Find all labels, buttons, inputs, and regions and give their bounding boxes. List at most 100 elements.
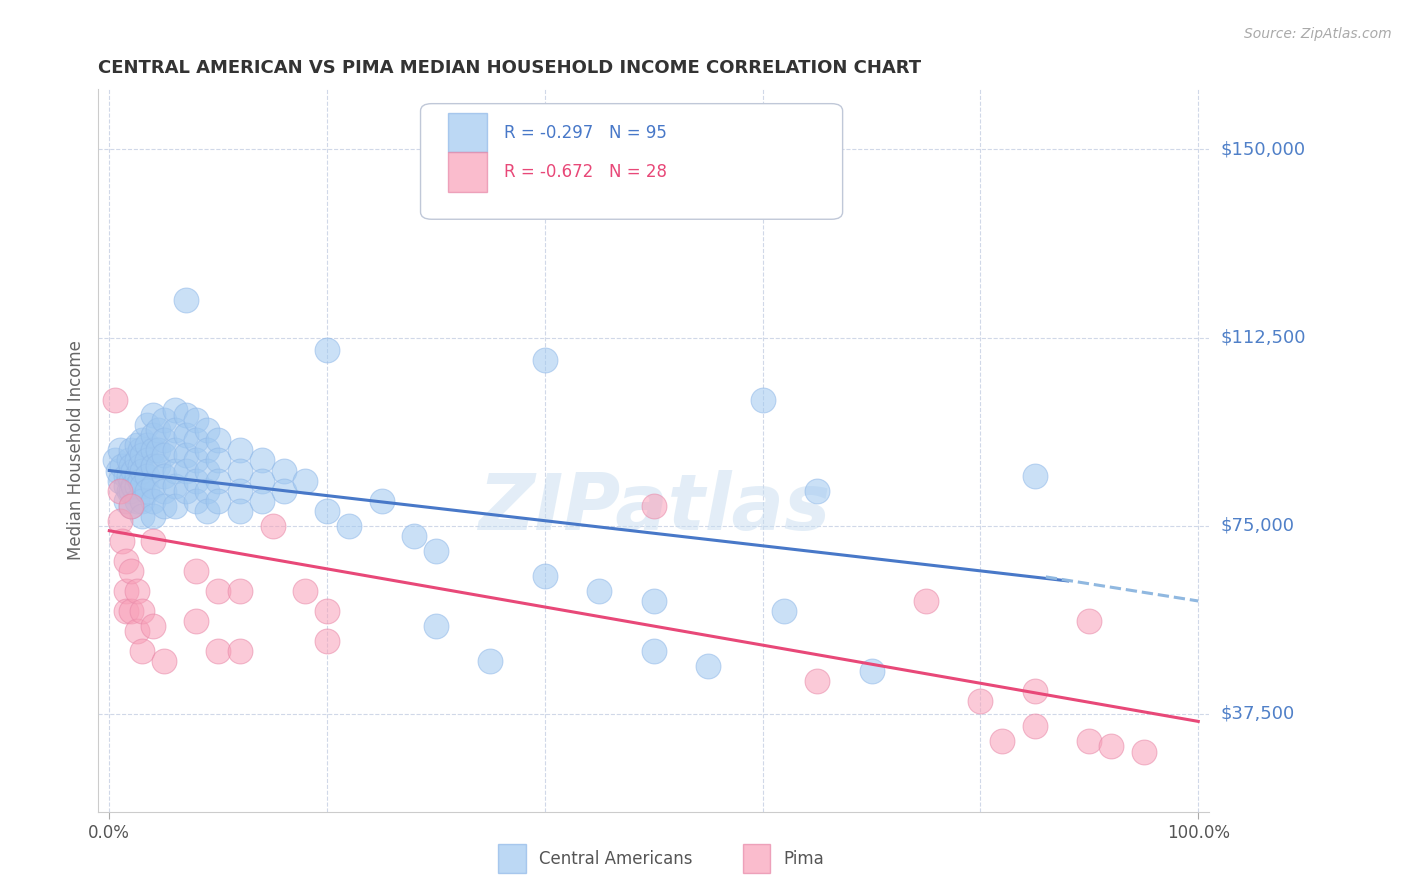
Text: R = -0.672   N = 28: R = -0.672 N = 28 [503,163,666,181]
Point [142,428,165,442]
Point [174,483,197,498]
Point [195,483,218,498]
Point [915,594,938,608]
Point [125,478,148,492]
Point [643,644,665,658]
Point [104,393,127,408]
Point [152,654,174,668]
Point [152,449,174,463]
Point [174,449,197,463]
Point [250,474,273,488]
Point [131,493,153,508]
Point [186,413,208,427]
Point [125,583,148,598]
Point [152,499,174,513]
Point [136,438,159,452]
Point [174,293,197,307]
Point [120,483,142,498]
Bar [449,112,486,153]
Point [163,443,186,458]
Point [114,554,136,568]
Point [207,474,229,488]
Point [229,443,252,458]
Point [152,483,174,498]
Point [125,453,148,467]
Point [120,443,142,458]
Point [991,734,1014,748]
Point [643,499,665,513]
Point [207,583,229,598]
Text: CENTRAL AMERICAN VS PIMA MEDIAN HOUSEHOLD INCOME CORRELATION CHART: CENTRAL AMERICAN VS PIMA MEDIAN HOUSEHOL… [98,59,921,77]
Point [186,564,208,578]
Point [174,428,197,442]
Point [142,533,165,548]
Point [534,353,557,368]
Point [152,413,174,427]
Point [118,453,141,467]
Point [120,564,142,578]
Point [1024,468,1046,483]
Point [108,483,131,498]
Point [131,478,153,492]
Point [186,453,208,467]
Point [773,604,796,618]
Point [131,463,153,477]
Point [229,644,252,658]
Point [118,468,141,483]
Point [316,343,339,358]
Point [262,518,284,533]
Point [114,583,136,598]
Point [186,614,208,628]
Point [118,483,141,498]
Point [142,508,165,523]
Text: Source: ZipAtlas.com: Source: ZipAtlas.com [1244,27,1392,41]
Point [479,654,502,668]
Bar [742,844,770,873]
Point [142,619,165,633]
Point [125,493,148,508]
Point [148,423,170,437]
Point [108,514,131,528]
Point [163,423,186,437]
Point [697,659,720,673]
Point [534,569,557,583]
Point [108,474,131,488]
Point [588,583,610,598]
Point [273,463,295,477]
Y-axis label: Median Household Income: Median Household Income [66,341,84,560]
Point [148,458,170,473]
Point [120,604,142,618]
Point [195,503,218,517]
Point [120,499,142,513]
Text: Central Americans: Central Americans [540,850,693,868]
Point [114,478,136,492]
Point [136,418,159,433]
Text: $75,000: $75,000 [1220,516,1295,534]
Point [131,508,153,523]
Point [114,604,136,618]
Point [142,458,165,473]
Point [111,458,134,473]
Point [316,634,339,648]
Point [163,478,186,492]
FancyBboxPatch shape [420,103,842,219]
Point [163,499,186,513]
Point [337,518,360,533]
Point [131,604,153,618]
Point [250,453,273,467]
Bar [498,844,526,873]
Point [1133,744,1156,758]
Text: ZIPatlas: ZIPatlas [478,470,830,546]
Point [207,434,229,448]
Point [316,503,339,517]
Point [136,483,159,498]
Point [229,483,252,498]
Point [152,434,174,448]
Point [120,499,142,513]
Text: R = -0.297   N = 95: R = -0.297 N = 95 [503,124,666,142]
Point [250,493,273,508]
Point [207,493,229,508]
Point [806,483,828,498]
Point [114,493,136,508]
Point [186,493,208,508]
